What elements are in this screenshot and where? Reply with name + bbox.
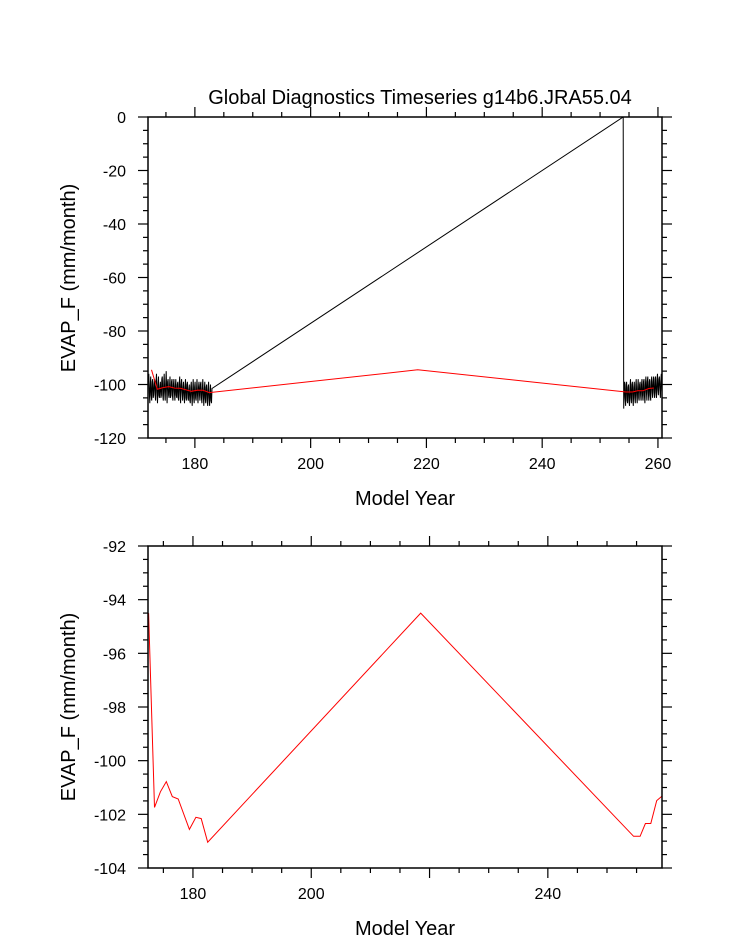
x-tick-label: 200 [298, 886, 325, 903]
y-tick-label: -20 [103, 164, 126, 181]
x-tick-label: 180 [182, 456, 209, 473]
series-line-annual [151, 369, 654, 394]
x-tick-label: 240 [534, 886, 561, 903]
series-line-annual [148, 612, 662, 844]
x-axis-label: Model Year [355, 488, 455, 510]
x-tick-label: 220 [413, 456, 440, 473]
series-line-monthly [148, 117, 662, 409]
x-tick-label: 240 [529, 456, 556, 473]
chart-title: Global Diagnostics Timeseries g14b6.JRA5… [208, 87, 632, 109]
y-tick-label: -40 [103, 217, 126, 234]
y-tick-label: -94 [103, 593, 126, 610]
x-tick-label: 180 [180, 886, 207, 903]
x-axis-label: Model Year [355, 918, 455, 940]
y-tick-label: -102 [94, 807, 126, 824]
y-tick-label: 0 [117, 110, 126, 127]
top-panel: Model Year EVAP_F (mm/month) 180 200 220 24… [58, 107, 672, 510]
y-tick-label: -92 [103, 539, 126, 556]
y-tick-label: -100 [94, 378, 126, 395]
y-tick-label: -98 [103, 700, 126, 717]
y-axis-label: EVAP_F (mm/month) [58, 184, 80, 373]
y-tick-label: -104 [94, 861, 126, 878]
y-tick-label: -60 [103, 271, 126, 288]
x-tick-label: 260 [645, 456, 672, 473]
y-tick-label: -96 [103, 646, 126, 663]
y-tick-label: -100 [94, 754, 126, 771]
x-tick-label: 200 [297, 456, 324, 473]
y-axis-label: EVAP_F (mm/month) [58, 613, 80, 802]
bottom-panel: Model Year EVAP_F (mm/month) 180 200 240 -9… [58, 536, 672, 940]
y-tick-label: -80 [103, 324, 126, 341]
plot-frame [147, 545, 663, 869]
y-tick-label: -120 [94, 431, 126, 448]
plot-frame [147, 116, 663, 439]
